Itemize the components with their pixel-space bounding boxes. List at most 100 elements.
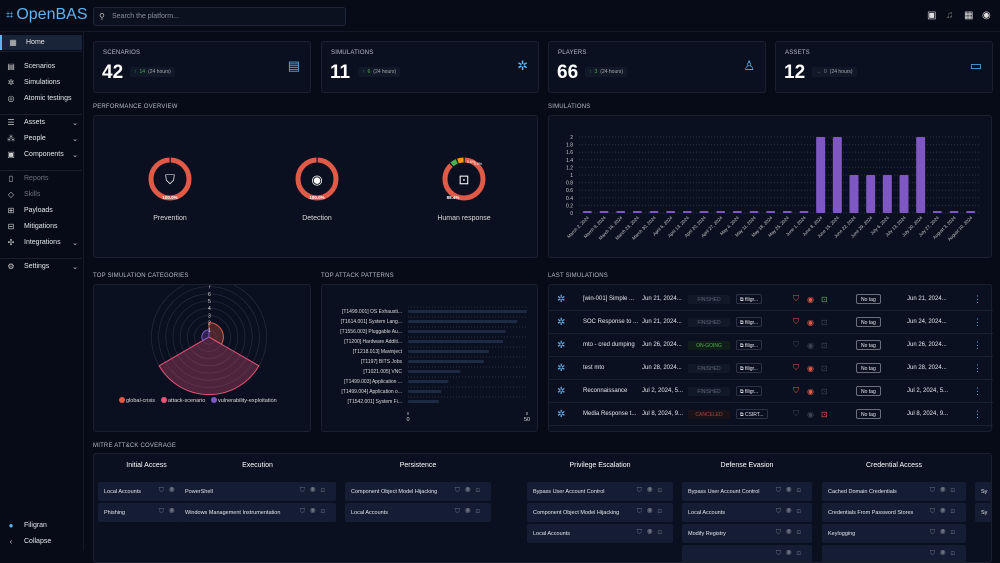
- more-vert-icon[interactable]: ⋮: [973, 316, 982, 327]
- more-vert-icon[interactable]: ⋮: [973, 408, 982, 419]
- bar[interactable]: [649, 211, 659, 213]
- bar[interactable]: [882, 175, 892, 213]
- sidebar-item-atomic-testings[interactable]: ◎ Atomic testings: [7, 94, 72, 103]
- sidebar-item-people[interactable]: ⁂ People ⌄: [7, 134, 78, 143]
- technique-item[interactable]: Bypass User Account Control ⛉◉⊡: [527, 482, 673, 501]
- technique-item[interactable]: PowerShell ⛉◉⊡: [179, 482, 336, 501]
- sidebar-item-mitigations[interactable]: ⊟ Mitigations: [7, 222, 58, 231]
- shield-icon: ⛉: [165, 172, 175, 187]
- bar[interactable]: [966, 211, 976, 213]
- bar[interactable]: [749, 211, 759, 213]
- bar[interactable]: [408, 350, 489, 353]
- bar[interactable]: [699, 211, 709, 213]
- sidebar-item-integrations[interactable]: ✣ Integrations ⌄: [7, 238, 78, 247]
- simulation-row[interactable]: ✲ SOC Response to ... Jun 21, 2024... FINIS…: [549, 311, 993, 334]
- technique-item[interactable]: Cached Domain Credentials ⛉◉⊡: [822, 482, 966, 501]
- bar[interactable]: [408, 400, 439, 403]
- technique-item[interactable]: Local Accounts⛉◉⊡: [682, 503, 812, 522]
- simulation-name[interactable]: Media Response t...: [583, 411, 637, 417]
- radial-grid: [172, 300, 246, 374]
- technique-item[interactable]: Credentials From Password Stores ⛉◉⊡: [822, 503, 966, 522]
- bar[interactable]: [732, 211, 742, 213]
- sidebar-item-reports[interactable]: ▯ Reports: [0, 171, 82, 186]
- technique-item[interactable]: Component Object Model Hijacking ⛉◉⊡: [345, 482, 491, 501]
- more-vert-icon[interactable]: ⋮: [973, 339, 982, 350]
- bar[interactable]: [599, 211, 609, 213]
- bar[interactable]: [716, 211, 726, 213]
- bar[interactable]: [408, 360, 485, 363]
- technique-item[interactable]: Bypass User Account Control ⛉◉⊡: [682, 482, 812, 501]
- bar[interactable]: [866, 175, 876, 213]
- coverage-icons: ⛉◉⊡: [300, 487, 330, 495]
- simulation-row[interactable]: ✲ mto - cred dumping Jun 26, 2024... ON-GOI…: [549, 334, 993, 357]
- bar[interactable]: [932, 211, 942, 213]
- bar[interactable]: [582, 211, 592, 213]
- bar[interactable]: [408, 390, 442, 393]
- bar[interactable]: [408, 320, 518, 323]
- bell-icon[interactable]: ♫: [946, 10, 954, 21]
- bar[interactable]: [408, 330, 506, 333]
- technique-item[interactable]: Modify Registry ⛉◉⊡: [682, 524, 812, 543]
- polar-sector-attack-scenario[interactable]: [158, 336, 260, 396]
- sidebar-item-scenarios[interactable]: ▤ Scenarios: [7, 62, 56, 71]
- account-icon[interactable]: ◉: [982, 10, 991, 21]
- bar[interactable]: [616, 211, 626, 213]
- app-logo[interactable]: ⌗ OpenBAS: [6, 6, 88, 23]
- simulation-name[interactable]: test mto: [583, 365, 605, 371]
- simulation-name[interactable]: [win-001] Simple ...: [583, 296, 635, 302]
- search-input[interactable]: ⚲ Search the platform...: [93, 7, 346, 26]
- simulation-name[interactable]: SOC Response to ...: [583, 319, 639, 325]
- simulation-row[interactable]: ✲ test mto Jun 28, 2024... FINISHED ⧉ filigr…: [549, 357, 993, 380]
- technique-item[interactable]: Keylogging ⛉◉⊡: [822, 524, 966, 543]
- sidebar-item-home[interactable]: ▦ Home: [0, 35, 82, 50]
- bar[interactable]: [916, 137, 926, 213]
- sidebar-item-assets[interactable]: ☰ Assets ⌄: [7, 118, 78, 127]
- simulation-row[interactable]: ✲ [win-001] Simple ... Jun 21, 2024... FINI…: [549, 288, 993, 311]
- technique-item[interactable]: Local Accounts⛉◉⊡: [527, 524, 673, 543]
- sidebar-item-components[interactable]: ▣ Components ⌄: [7, 150, 78, 159]
- sidebar-item-simulations[interactable]: ✲ Simulations: [7, 78, 61, 87]
- bar[interactable]: [899, 175, 909, 213]
- person-scan-icon: ⊡: [796, 487, 806, 494]
- bar[interactable]: [849, 175, 859, 213]
- legend-label[interactable]: global-crisis: [126, 398, 155, 404]
- apps-grid-icon[interactable]: ▦: [964, 10, 974, 21]
- technique-item[interactable]: Component Object Model Hijacking ⛉◉⊡: [527, 503, 673, 522]
- radar-icon: ◉: [309, 487, 321, 494]
- bar[interactable]: [682, 211, 692, 213]
- technique-item[interactable]: ⛉◉⊡: [822, 545, 966, 562]
- simulation-name[interactable]: mto - cred dumping: [583, 342, 635, 348]
- bar[interactable]: [832, 137, 842, 213]
- bar[interactable]: [949, 211, 959, 213]
- technique-item[interactable]: ⛉◉⊡: [682, 545, 812, 562]
- bar[interactable]: [816, 137, 826, 213]
- legend-label[interactable]: vulnerability-exploitation: [218, 398, 277, 404]
- technique-item[interactable]: Sy: [975, 482, 991, 501]
- more-vert-icon[interactable]: ⋮: [973, 385, 982, 396]
- simulation-row[interactable]: ✲ Media Response t... Jul 8, 2024, 9... CAN…: [549, 403, 993, 426]
- legend-label[interactable]: attack-scenario: [168, 398, 205, 404]
- bar[interactable]: [408, 310, 527, 313]
- more-vert-icon[interactable]: ⋮: [973, 293, 982, 304]
- sidebar-item-payloads[interactable]: ⊞ Payloads: [7, 206, 53, 215]
- devices-icon[interactable]: ▣: [927, 10, 937, 21]
- sidebar-item-skills[interactable]: ◇ Skills: [7, 190, 41, 199]
- bar[interactable]: [408, 380, 449, 383]
- bar[interactable]: [782, 211, 792, 213]
- polar-sector-vulnerability-exploitation[interactable]: [201, 329, 210, 342]
- sidebar-item-settings[interactable]: ⚙ Settings ⌄: [7, 262, 78, 271]
- divider: [0, 114, 82, 115]
- collapse-button[interactable]: ‹ Collapse: [0, 534, 82, 549]
- bar[interactable]: [766, 211, 776, 213]
- technique-item[interactable]: Local Accounts⛉◉⊡: [345, 503, 491, 522]
- simulation-row[interactable]: ✲ Reconnaissance Jul 2, 2024, 5... FINISHED…: [549, 380, 993, 403]
- bar[interactable]: [408, 340, 504, 343]
- technique-item[interactable]: Sy: [975, 503, 991, 522]
- bar[interactable]: [799, 211, 809, 213]
- bar[interactable]: [632, 211, 642, 213]
- bar[interactable]: [408, 370, 461, 373]
- simulation-name[interactable]: Reconnaissance: [583, 388, 628, 394]
- more-vert-icon[interactable]: ⋮: [973, 362, 982, 373]
- bar[interactable]: [666, 211, 676, 213]
- technique-item[interactable]: Windows Management Instrumentation ⛉◉⊡: [179, 503, 336, 522]
